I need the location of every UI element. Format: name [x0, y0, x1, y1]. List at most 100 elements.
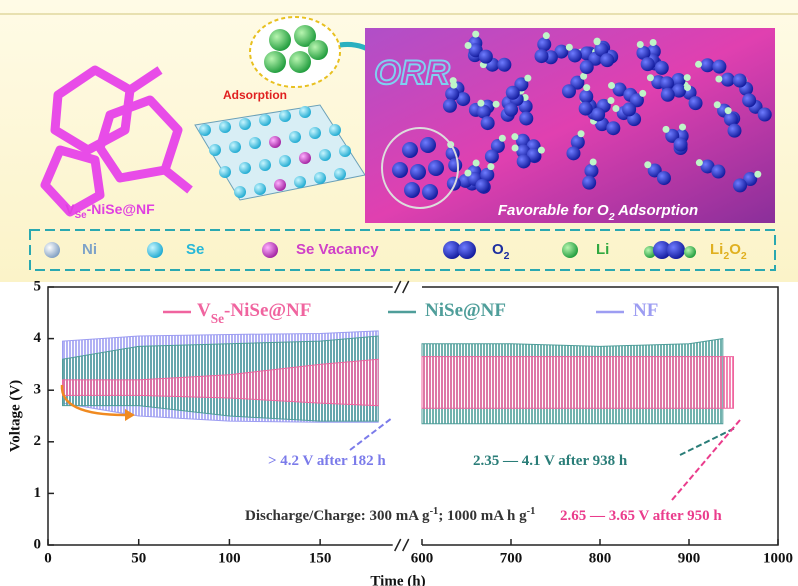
text-part: Se — [186, 241, 204, 258]
text-part: Se Vacancy — [296, 241, 379, 258]
o2-atom — [537, 37, 551, 51]
text-part: -NiSe@NF — [224, 300, 311, 321]
text-part: > 4.2 V after 182 h — [268, 453, 386, 469]
o2-atom — [711, 165, 725, 179]
annotation: 2.65 — 3.65 V after 950 h — [560, 508, 722, 524]
legend-label: NF — [633, 300, 658, 321]
o2-atom — [443, 99, 457, 113]
legend-label: Se — [186, 241, 204, 258]
o2-atom — [517, 154, 531, 168]
orr-label: ORR — [374, 54, 450, 92]
li-atom — [684, 84, 691, 91]
adsorption-label: Adsorption — [223, 88, 287, 102]
li-atom — [663, 126, 670, 133]
o2-atom — [579, 90, 593, 104]
li-atom — [647, 74, 654, 81]
o2-atom — [428, 160, 444, 176]
x-tick-label: 0 — [44, 550, 52, 566]
legend-label: NiSe@NF — [425, 300, 506, 321]
y-tick-label: 3 — [34, 382, 42, 398]
o2-atom — [402, 142, 418, 158]
li-atom — [477, 100, 484, 107]
li-atom — [487, 163, 494, 170]
li-atom — [725, 107, 732, 114]
text-part: 2 — [741, 250, 747, 262]
o2-atom — [506, 86, 520, 100]
li-atom — [607, 97, 614, 104]
o2-atom — [721, 73, 735, 87]
o2-atom — [535, 49, 549, 63]
text-part: NF — [633, 300, 658, 321]
o2-atom — [742, 93, 756, 107]
text-part: Se — [75, 210, 88, 221]
o2-atom — [700, 58, 714, 72]
text-part: Favorable for O — [498, 202, 609, 219]
o2-atom — [674, 138, 688, 152]
annotation: > 4.2 V after 182 h — [268, 453, 386, 469]
y-axis-label: Voltage (V) — [7, 380, 23, 452]
o2-atom — [479, 50, 493, 64]
o2-atom — [485, 149, 499, 163]
o2-atom — [475, 179, 489, 193]
li-atom — [543, 32, 550, 39]
li-atom — [450, 82, 457, 89]
o2-atom — [497, 58, 511, 72]
legend-label: VSe-NiSe@NF — [197, 300, 311, 325]
o2-atom — [727, 124, 741, 138]
li-atom — [583, 84, 590, 91]
o2-atom — [733, 74, 747, 88]
figure: Adsorption ORR VSe-NiSe@NF Favorable for… — [0, 0, 798, 586]
li-atom — [714, 101, 721, 108]
li-atom — [695, 61, 702, 68]
o2-atom — [655, 61, 669, 75]
o2-atom — [481, 116, 495, 130]
li-atom — [594, 38, 601, 45]
text-part: O — [729, 241, 741, 258]
x-tick-label: 600 — [411, 550, 434, 566]
text-part: NiSe@NF — [425, 300, 506, 321]
o2-atom — [448, 158, 462, 172]
li-atom — [493, 101, 500, 108]
li-atom — [650, 39, 657, 46]
legend-label: Ni — [82, 241, 97, 258]
x-tick-label: 1000 — [763, 550, 793, 566]
annotation-arrow — [672, 420, 740, 500]
o2-atom — [519, 111, 533, 125]
o2-atom — [733, 178, 747, 192]
o2-atom — [657, 171, 671, 185]
o2-atom — [422, 184, 438, 200]
annotation-arrow — [350, 418, 392, 450]
li-atom — [679, 124, 686, 131]
schematic: Adsorption ORR VSe-NiSe@NF Favorable for… — [0, 0, 798, 282]
o2-atom — [582, 176, 596, 190]
x-tick-label: 150 — [309, 550, 332, 566]
li-atom — [566, 44, 573, 51]
annotation: 2.35 — 4.1 V after 938 h — [473, 453, 628, 469]
li-atom — [465, 42, 472, 49]
li-atom — [612, 105, 619, 112]
y-tick-label: 4 — [34, 330, 42, 346]
li-atom — [464, 170, 471, 177]
text-part: 2 — [504, 250, 510, 262]
li-atom — [637, 41, 644, 48]
text-part: Se — [211, 311, 224, 326]
li-atom — [684, 74, 691, 81]
text-part: ; 1000 mA h g — [438, 508, 527, 524]
o2-atom — [661, 88, 675, 102]
o2-atom — [566, 146, 580, 160]
li-atom — [524, 75, 531, 82]
text-part: O — [492, 241, 504, 258]
legend-label: Li — [596, 241, 609, 258]
li-atom — [754, 171, 761, 178]
y-tick-label: 2 — [34, 433, 42, 449]
text-part: -1 — [527, 506, 536, 517]
li-atom — [696, 159, 703, 166]
o2-atom — [410, 164, 426, 180]
li-atom — [499, 135, 506, 142]
x-tick-label: 700 — [500, 550, 523, 566]
o2-atom — [600, 53, 614, 67]
annotation: Discharge/Charge: 300 mA g-1; 1000 mA h … — [245, 506, 535, 525]
li-atom — [538, 147, 545, 154]
text-part: -1 — [430, 506, 439, 517]
